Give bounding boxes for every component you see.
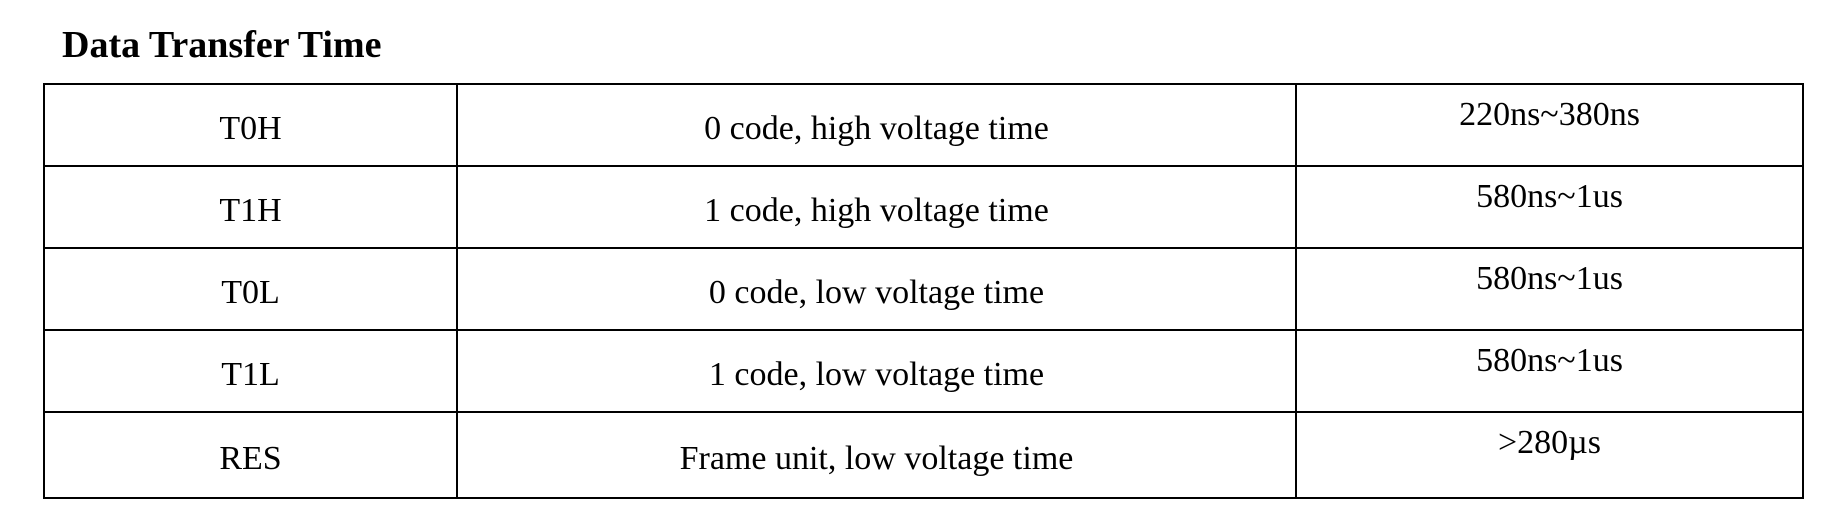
value-cell: >280µs (1295, 411, 1804, 499)
table-row: T0L 0 code, low voltage time 580ns~1us (43, 247, 1804, 331)
table-row: T1L 1 code, low voltage time 580ns~1us (43, 329, 1804, 413)
description-cell: Frame unit, low voltage time (456, 411, 1297, 499)
symbol-cell: T0L (43, 247, 458, 331)
description-cell: 1 code, high voltage time (456, 165, 1297, 249)
description-cell: 0 code, low voltage time (456, 247, 1297, 331)
symbol-cell: RES (43, 411, 458, 499)
table-row: T1H 1 code, high voltage time 580ns~1us (43, 165, 1804, 249)
description-cell: 1 code, low voltage time (456, 329, 1297, 413)
table-row: T0H 0 code, high voltage time 220ns~380n… (43, 83, 1804, 167)
value-cell: 580ns~1us (1295, 165, 1804, 249)
timing-table: T0H 0 code, high voltage time 220ns~380n… (43, 83, 1804, 499)
symbol-cell: T1L (43, 329, 458, 413)
section-title: Data Transfer Time (62, 24, 382, 66)
table-row: RES Frame unit, low voltage time >280µs (43, 411, 1804, 499)
value-cell: 580ns~1us (1295, 247, 1804, 331)
value-cell: 220ns~380ns (1295, 83, 1804, 167)
symbol-cell: T1H (43, 165, 458, 249)
symbol-cell: T0H (43, 83, 458, 167)
description-cell: 0 code, high voltage time (456, 83, 1297, 167)
value-cell: 580ns~1us (1295, 329, 1804, 413)
